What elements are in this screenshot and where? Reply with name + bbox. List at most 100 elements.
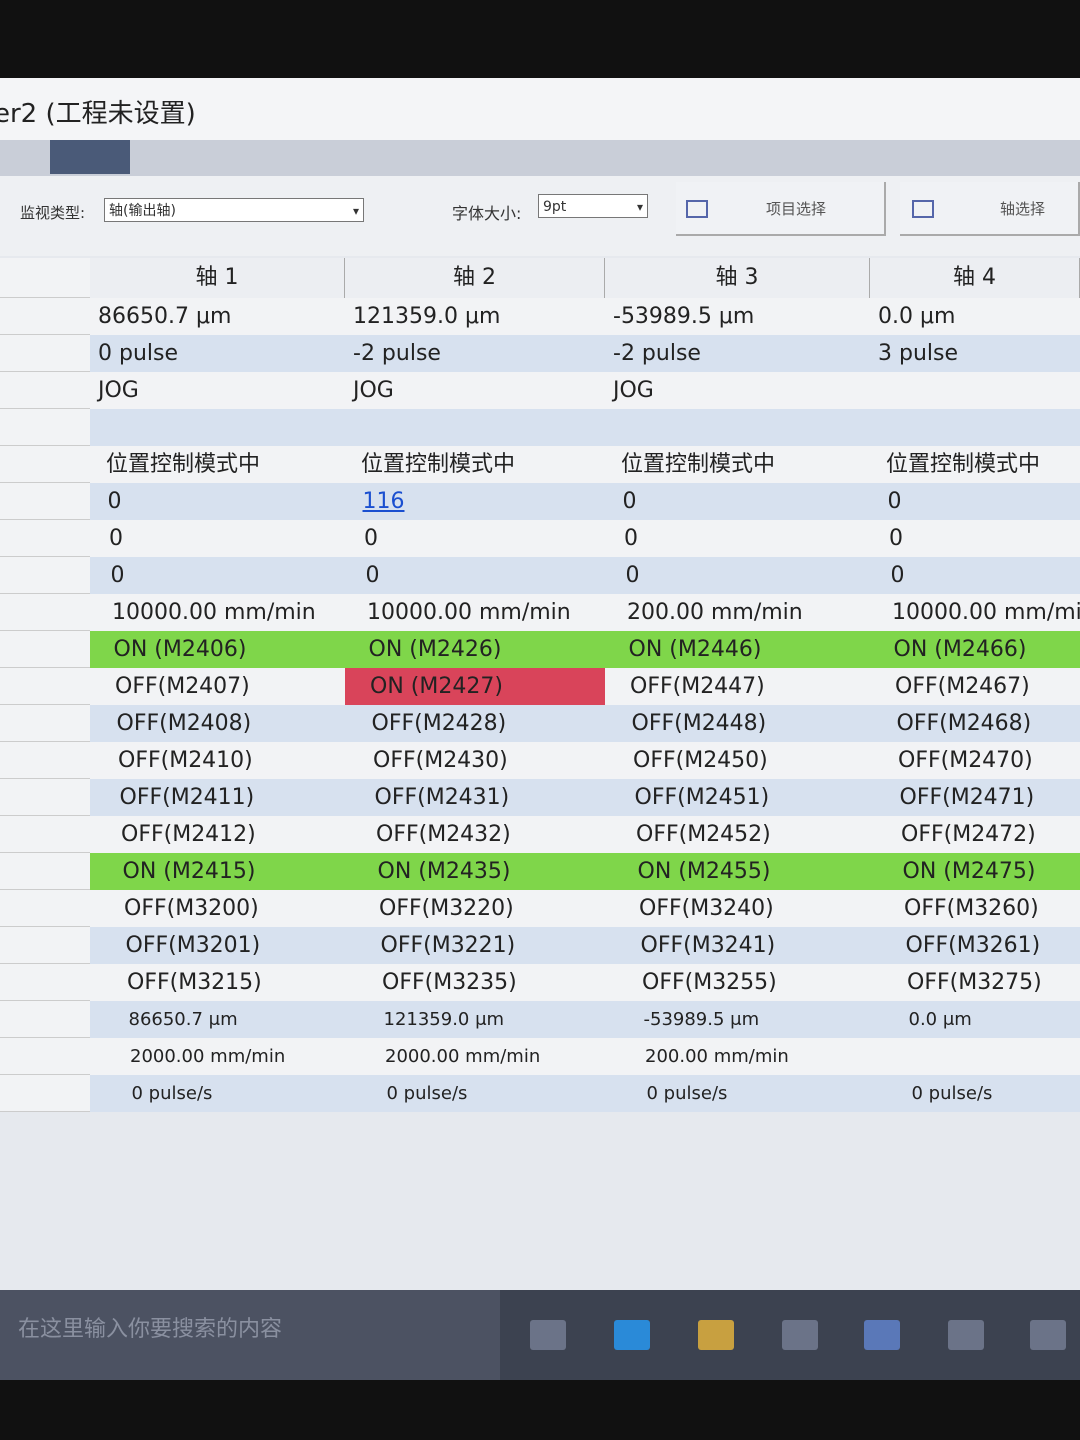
search-box[interactable]: 在这里输入你要搜索的内容	[0, 1290, 500, 1380]
monitor-label: 监视类型:	[20, 204, 86, 222]
grid-cell: 0 pulse/s	[386, 1083, 468, 1104]
grid-row: 86650.7 μm 121359.0 μm -53989.5 μm 0.0 μm	[0, 298, 1080, 335]
grid-cell: OFF(M2428)	[371, 711, 507, 736]
menu-strip	[0, 140, 1080, 176]
grid-cell: 位置控制模式中	[106, 452, 261, 477]
grid-cell: OFF(M2452)	[636, 822, 771, 847]
icon	[686, 200, 708, 218]
grid-cell: OFF(M2407)	[115, 674, 250, 699]
grid-cell: OFF(M3200)	[124, 896, 259, 921]
grid-cell: 0 pulse/s	[131, 1083, 213, 1104]
grid-cell[interactable]: 116	[362, 489, 405, 514]
row-header	[0, 779, 90, 816]
item-select-button[interactable]: 项目选择	[676, 182, 886, 236]
grid-cell: OFF(M2451)	[634, 785, 770, 810]
grid-row: JOG JOG JOG	[0, 372, 1080, 409]
grid-cell: JOG	[613, 378, 654, 403]
grid-cell: 2000.00 mm/min	[130, 1046, 286, 1067]
grid-cell: OFF(M2472)	[901, 822, 1036, 847]
row-header	[0, 853, 90, 890]
grid-cell: OFF(M2471)	[899, 785, 1035, 810]
grid-cell: 0	[889, 526, 903, 551]
font-select[interactable]: 9pt	[538, 194, 648, 219]
grid-cell: 0 pulse	[98, 341, 179, 366]
task-view[interactable]	[530, 1320, 566, 1350]
logo	[50, 140, 130, 174]
row-header	[0, 372, 90, 409]
grid-cell: 86650.7 μm	[98, 304, 232, 329]
grid-cell: OFF(M3201)	[125, 933, 261, 958]
grid-row: OFF(M2408) OFF(M2428) OFF(M2448) OFF(M2468)	[0, 705, 1080, 742]
grid-cell: OFF(M3215)	[127, 970, 262, 995]
grid-cell: ON (M2466)	[893, 637, 1027, 662]
grid-cell: ON (M2435)	[377, 859, 511, 884]
grid-cell: OFF(M2467)	[895, 674, 1030, 699]
grid-cell: OFF(M3235)	[382, 970, 517, 995]
grid-cell: OFF(M2410)	[118, 748, 253, 773]
grid-row: OFF(M3201) OFF(M3221) OFF(M3241) OFF(M3261)	[0, 927, 1080, 964]
app[interactable]	[1030, 1320, 1066, 1350]
row-header	[0, 335, 90, 372]
grid-cell: -2 pulse	[613, 341, 701, 366]
grid-cell: OFF(M2411)	[119, 785, 255, 810]
grid-cell: 121359.0 μm	[353, 304, 501, 329]
axis-select-button[interactable]: 轴选择	[900, 182, 1080, 236]
grid-cell: 0	[887, 489, 902, 514]
grid-cell: -53989.5 μm	[613, 304, 755, 329]
grid-row: 10000.00 mm/min 10000.00 mm/min 200.00 mm/…	[0, 594, 1080, 631]
grid-cell: 0	[890, 563, 905, 588]
grid-cell: 0	[365, 563, 380, 588]
window-title: er2 (工程未设置)	[0, 99, 196, 129]
settings[interactable]	[948, 1320, 984, 1350]
grid-row	[0, 409, 1080, 446]
grid-cell: 位置控制模式中	[361, 452, 516, 477]
grid-cell: OFF(M3260)	[904, 896, 1039, 921]
monitor-select[interactable]: 轴(输出轴)	[104, 198, 364, 223]
grid-cell: 0 pulse/s	[646, 1083, 728, 1104]
row-header	[0, 409, 90, 446]
grid-cell: 10000.00 mm/min	[892, 600, 1080, 625]
app[interactable]	[782, 1320, 818, 1350]
row-header	[0, 816, 90, 853]
column-header: 轴 3	[605, 258, 870, 298]
explorer[interactable]	[698, 1320, 734, 1350]
column-header: 轴 2	[345, 258, 605, 298]
grid-cell: 0	[110, 563, 125, 588]
grid-cell: 0	[622, 489, 637, 514]
row-header	[0, 890, 90, 927]
grid-cell: OFF(M2447)	[630, 674, 765, 699]
row-header	[0, 668, 90, 705]
grid-cell: -53989.5 μm	[643, 1009, 760, 1030]
grid-row: OFF(M3200) OFF(M3220) OFF(M3240) OFF(M3260)	[0, 890, 1080, 927]
app-active[interactable]	[864, 1320, 900, 1350]
grid-cell: -2 pulse	[353, 341, 441, 366]
edge[interactable]	[614, 1320, 650, 1350]
grid-cell: 10000.00 mm/min	[112, 600, 316, 625]
grid-row: 0 116 0 0	[0, 483, 1080, 520]
row-header	[0, 298, 90, 335]
row-header	[0, 594, 90, 631]
grid-cell: OFF(M3275)	[907, 970, 1042, 995]
taskbar: 在这里输入你要搜索的内容	[0, 1290, 1080, 1380]
grid-row: OFF(M2411) OFF(M2431) OFF(M2451) OFF(M2471)	[0, 779, 1080, 816]
grid-row: 86650.7 μm 121359.0 μm -53989.5 μm 0.0 μm	[0, 1001, 1080, 1038]
grid-cell: OFF(M2468)	[896, 711, 1032, 736]
grid-cell: 0 pulse/s	[911, 1083, 993, 1104]
grid-cell: OFF(M2430)	[373, 748, 508, 773]
row-header	[0, 964, 90, 1001]
grid-cell: OFF(M2448)	[631, 711, 767, 736]
grid-cell: ON (M2455)	[637, 859, 771, 884]
grid-cell: ON (M2426)	[368, 637, 502, 662]
grid-cell: ON (M2427)	[345, 668, 605, 705]
row-header	[0, 258, 90, 298]
row-header	[0, 520, 90, 557]
title-bar: er2 (工程未设置)	[0, 78, 1080, 140]
grid-cell: OFF(M2432)	[376, 822, 511, 847]
row-header	[0, 483, 90, 520]
grid-cell: 0	[625, 563, 640, 588]
grid-cell: 0.0 μm	[878, 304, 956, 329]
row-header	[0, 631, 90, 668]
row-header	[0, 1001, 90, 1038]
row-header	[0, 927, 90, 964]
row-header	[0, 557, 90, 594]
